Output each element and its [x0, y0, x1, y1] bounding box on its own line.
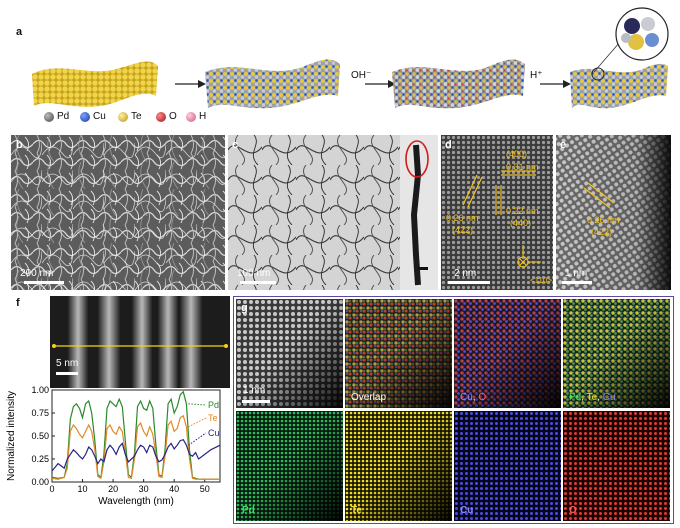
panel-d-d3-spacing: 0.31 nm	[506, 162, 539, 172]
overlap-tile-label: Overlap	[351, 392, 387, 403]
series-label-cu: Cu	[208, 428, 220, 438]
x-tick-label-0: 0	[49, 484, 54, 494]
y-tick-label-3: 0.75	[31, 408, 49, 418]
x-tick-label-4: 40	[169, 484, 179, 494]
legend-cu: Cu	[80, 111, 106, 122]
series-label-pd: Pd	[208, 400, 219, 410]
panel-b-scale-label: 200 nm	[20, 268, 54, 279]
te-nanowire	[32, 61, 158, 107]
panel-f-scale-bar	[56, 372, 78, 375]
panel-e-scale-label: 1 nm	[565, 268, 588, 279]
series-leader-pd	[188, 403, 207, 406]
panel-g-scale-label: 1 nm	[243, 385, 266, 396]
panel-label-c: c	[232, 139, 239, 151]
panel-b-sem-image	[11, 135, 225, 290]
panel-g-eds-grid: g 1 nm Overlap Cu, O Pd, Te, Cu Pd Te	[236, 299, 672, 523]
x-tick-label-5: 50	[200, 484, 210, 494]
panel-g-scale-bar	[242, 400, 270, 403]
panel-g-frame	[233, 296, 674, 524]
cu-tile-label: Cu	[460, 505, 474, 516]
h-treated-nanowire	[570, 63, 668, 109]
panel-d-zone-axis: <110>	[530, 276, 553, 285]
y-axis-label: Normalized intensity	[6, 391, 17, 481]
red-highlight-ellipse	[405, 140, 429, 178]
pdcute-nanowire	[205, 59, 340, 109]
x-tick-label-1: 10	[78, 484, 88, 494]
o-tile-label: O	[569, 505, 577, 516]
series-line-pd	[51, 390, 220, 480]
panel-c-scale-label: 100 nm	[237, 268, 271, 279]
panel-d-d3-hkl: (400)	[506, 149, 528, 159]
panel-e-haadf-image	[556, 135, 671, 290]
series-line-te	[51, 414, 220, 480]
panel-d-scale-label: 2 nm	[454, 268, 477, 279]
x-tick-label-3: 30	[139, 484, 149, 494]
panel-label-a: a	[16, 26, 23, 38]
eds-cu-o-tile: Cu, O	[454, 299, 561, 408]
oh-treated-nanowire	[392, 59, 525, 109]
y-tick-label-2: 0.50	[31, 431, 49, 441]
panel-label-e: e	[560, 139, 567, 151]
intensity-line-chart: 0 10 20 30 40 50 0.00 0.25 0.50 0.75 1.00 Wavelengt…	[6, 385, 221, 507]
panel-label-b: b	[16, 139, 23, 151]
legend-o: O	[156, 111, 177, 122]
panel-e-d1-spacing: 0.26 nm	[587, 215, 620, 225]
panel-c-scale-bar	[240, 281, 276, 284]
panel-e-d1-hkl: (422)	[591, 227, 613, 237]
panel-b-scale-bar	[24, 281, 64, 284]
panel-a-schematic	[32, 44, 668, 109]
y-tick-label-1: 0.25	[31, 454, 49, 464]
arrow-h-label: H⁺	[530, 70, 543, 81]
panel-d-scale-bar	[448, 281, 490, 284]
legend-te: Te	[118, 111, 142, 122]
x-tick-label-2: 20	[108, 484, 118, 494]
legend-h: H	[186, 111, 206, 122]
panel-label-g: g	[241, 302, 248, 314]
series-label-te: Te	[208, 413, 218, 423]
te-tile-label: Te	[351, 505, 362, 516]
panel-d-d2-spacing: 0.22 nm	[506, 206, 539, 216]
eds-te-tile: Te	[345, 411, 452, 521]
series-line-cu	[51, 438, 221, 472]
element-legend: Pd Cu Te O H	[44, 111, 234, 125]
panel-label-d: d	[445, 139, 452, 151]
panel-e-scale-bar	[562, 281, 592, 284]
panel-d-d1-spacing: 0.26 nm	[446, 213, 479, 223]
legend-pd: Pd	[44, 111, 69, 122]
panel-c-tem-image	[228, 135, 438, 290]
cu-o-tile-label: Cu, O	[460, 392, 487, 403]
panel-d-d2-hkl: (440)	[510, 218, 532, 228]
pd-te-cu-tile-label: Pd, Te, Cu	[569, 392, 616, 403]
arrow-oh-label: OH⁻	[351, 70, 372, 81]
panel-label-f: f	[16, 297, 20, 309]
eds-haadf-tile: g 1 nm	[236, 299, 343, 408]
x-axis-label: Wavelength (nm)	[98, 496, 174, 507]
zoom-bubble	[615, 7, 669, 61]
eds-pd-tile: Pd	[236, 411, 343, 521]
eds-pd-te-cu-tile: Pd, Te, Cu	[563, 299, 670, 408]
eds-overlap-tile: Overlap	[345, 299, 452, 408]
y-tick-label-4: 1.00	[31, 385, 49, 395]
eds-cu-tile: Cu	[454, 411, 561, 521]
y-tick-label-0: 0.00	[31, 477, 49, 487]
panel-d-d1-hkl: (422)	[452, 225, 474, 235]
panel-f-scale-label: 5 nm	[56, 358, 79, 369]
series-leader-cu	[188, 432, 207, 446]
eds-o-tile: O	[563, 411, 670, 521]
series-leader-te	[188, 417, 207, 428]
pd-tile-label: Pd	[242, 505, 255, 516]
panel-d-hrtem-image	[441, 135, 553, 290]
panel-f-stem-image	[50, 296, 230, 388]
